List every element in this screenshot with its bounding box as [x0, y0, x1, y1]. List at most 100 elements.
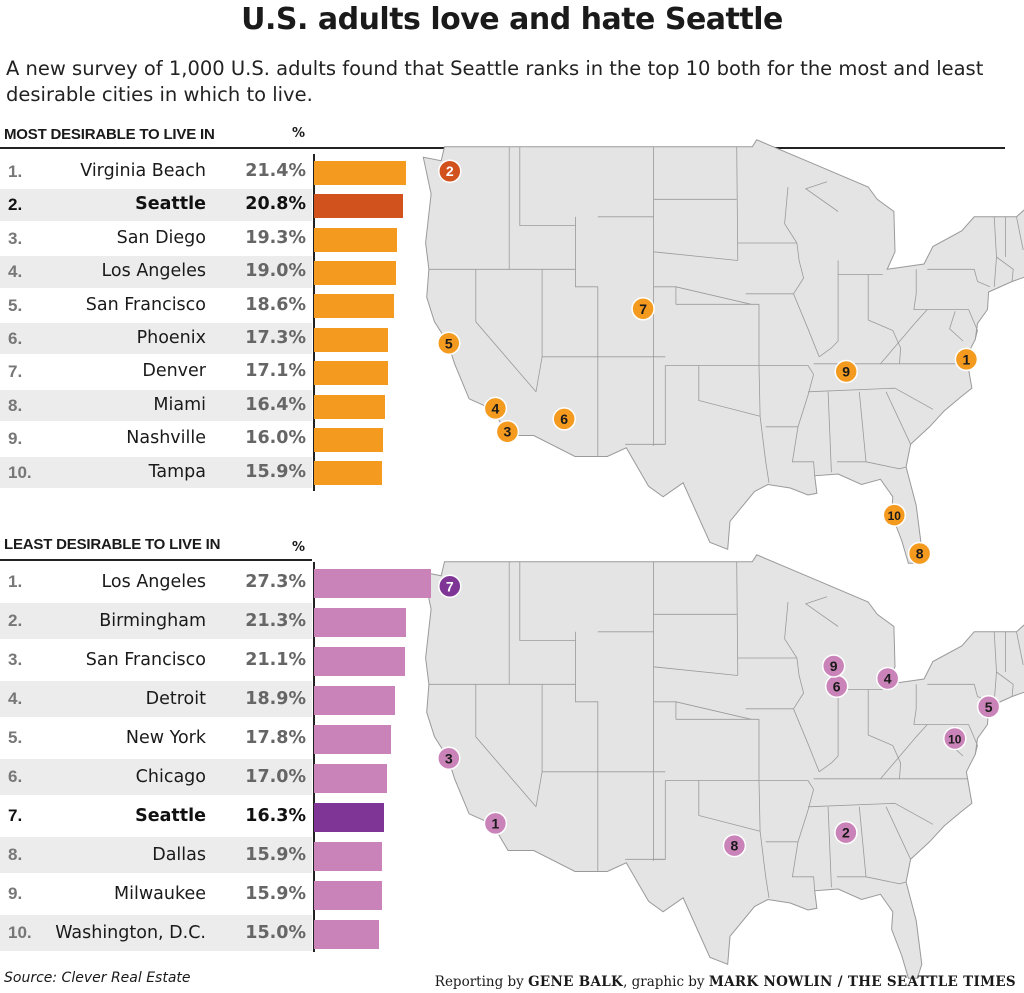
- bar-axis-line: [313, 154, 315, 491]
- city-label: Denver: [142, 361, 206, 382]
- credit-line: Reporting by GENE BALK, graphic by MARK …: [435, 974, 1016, 990]
- state-border: [765, 374, 814, 428]
- rank-label: 5.: [8, 728, 23, 747]
- city-label: Washington, D.C.: [55, 923, 206, 943]
- credit-artist: MARK NOWLIN / THE SEATTLE TIMES: [708, 974, 1016, 990]
- city-marker-label: 6: [833, 678, 841, 694]
- state-border: [968, 309, 978, 340]
- value-label: 19.3%: [245, 227, 306, 248]
- value-label: 18.9%: [245, 689, 306, 709]
- city-label: San Diego: [116, 227, 206, 248]
- ranking-row: 8. Dallas 15.9%: [0, 837, 312, 873]
- section-heading: MOST DESIRABLE TO LIVE IN: [4, 126, 215, 143]
- city-label: Virginia Beach: [80, 161, 206, 181]
- city-marker-label: 7: [446, 578, 454, 594]
- ranking-row: 2. Seattle 20.8%: [0, 189, 312, 221]
- value-label: 15.9%: [245, 845, 306, 865]
- city-label: New York: [125, 728, 206, 748]
- percent-column-header: %: [292, 540, 306, 555]
- value-label: 21.4%: [245, 161, 306, 181]
- state-border: [865, 876, 907, 885]
- state-border: [993, 256, 997, 287]
- state-border: [653, 701, 677, 720]
- ranking-row: 4. Detroit 18.9%: [0, 681, 312, 717]
- state-border: [804, 181, 839, 212]
- bar: [314, 646, 405, 676]
- us-outline: [422, 139, 1024, 564]
- rank-label: 8.: [8, 395, 23, 415]
- value-label: 16.4%: [245, 394, 306, 415]
- state-border: [880, 724, 928, 780]
- value-label: 16.0%: [245, 428, 306, 449]
- state-border: [653, 666, 738, 676]
- state-border: [653, 286, 677, 305]
- state-border: [575, 216, 599, 457]
- ranking-row: 9. Nashville 16.0%: [0, 423, 312, 454]
- state-border: [885, 806, 911, 860]
- bar: [314, 160, 407, 185]
- ranking-row: 10. Washington, D.C. 15.0%: [0, 915, 312, 951]
- city-marker: [882, 503, 907, 527]
- state-border: [791, 426, 816, 476]
- city-marker: [495, 419, 520, 444]
- state-border: [927, 268, 990, 288]
- ranking-row: 1. Virginia Beach 21.4%: [0, 156, 312, 187]
- bar: [314, 227, 397, 252]
- state-border: [759, 780, 814, 790]
- city-marker: [907, 541, 932, 566]
- value-label: 27.3%: [245, 572, 306, 592]
- state-border: [759, 831, 770, 898]
- bar: [314, 461, 383, 486]
- ranking-row: 7. Seattle 16.3%: [0, 798, 312, 834]
- city-marker-label: 6: [560, 411, 568, 427]
- city-marker-label: 3: [445, 750, 453, 766]
- bar: [314, 607, 406, 637]
- rank-label: 6.: [8, 767, 23, 786]
- credit-reporting-prefix: Reporting by: [434, 974, 524, 990]
- state-border: [675, 286, 752, 305]
- state-border: [993, 216, 1014, 282]
- rank-label: 9.: [8, 884, 23, 903]
- header-rule: [0, 559, 312, 561]
- state-border: [519, 561, 576, 641]
- ranking-row: 7. Denver 17.1%: [0, 356, 312, 387]
- bar-axis-line: [313, 562, 315, 952]
- value-label: 17.8%: [245, 728, 306, 748]
- city-label: Tampa: [148, 461, 206, 482]
- city-marker: [821, 654, 846, 678]
- rank-label: 8.: [8, 845, 23, 864]
- city-label: San Francisco: [85, 294, 206, 315]
- state-border: [698, 780, 761, 832]
- state-border: [827, 806, 832, 888]
- city-marker: [483, 811, 508, 836]
- state-border: [894, 387, 934, 410]
- city-marker: [631, 297, 655, 321]
- page-title: U.S. adults love and hate Seattle: [241, 2, 783, 37]
- state-border: [793, 708, 820, 772]
- state-border: [968, 724, 978, 755]
- state-border: [519, 146, 576, 226]
- city-marker-label: 9: [830, 658, 838, 674]
- bar: [314, 802, 385, 832]
- ranking-row: 6. Chicago 17.0%: [0, 759, 312, 795]
- value-label: 17.0%: [245, 767, 306, 787]
- city-marker: [954, 347, 979, 372]
- ranking-row: 9. Milwaukee 15.9%: [0, 876, 312, 912]
- city-marker: [976, 695, 1001, 719]
- city-marker-label: 4: [884, 671, 892, 687]
- rank-label: 6.: [8, 329, 23, 348]
- state-border: [913, 684, 969, 725]
- credit-reporter: GENE BALK: [528, 974, 624, 990]
- rank-label: 7.: [8, 362, 23, 382]
- value-label: 20.8%: [245, 194, 306, 215]
- value-label: 15.9%: [245, 461, 306, 482]
- city-label: Detroit: [145, 689, 206, 709]
- city-marker-label: 9: [842, 364, 850, 380]
- state-border: [759, 365, 814, 375]
- rank-label: 3.: [8, 228, 23, 248]
- city-marker-label: 5: [985, 699, 993, 715]
- city-label: Nashville: [126, 428, 206, 449]
- state-border: [818, 675, 839, 773]
- most-desirable-map: 1 2 34 5 6 7 8 9 10: [422, 139, 1024, 566]
- ranking-row: 3. San Francisco 21.1%: [0, 642, 312, 678]
